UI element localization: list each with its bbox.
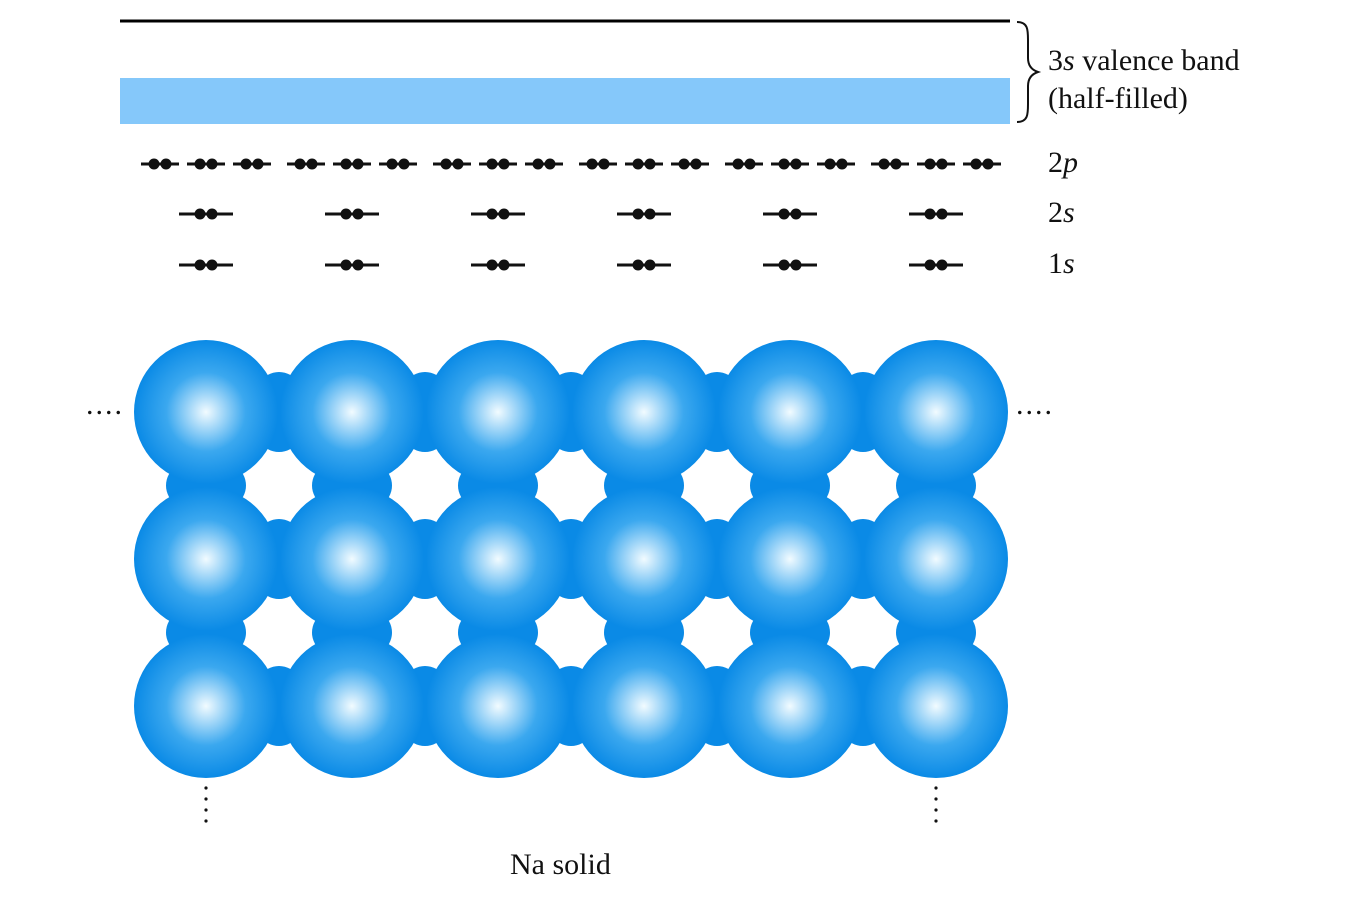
electron-pair-2p — [333, 158, 371, 170]
na-atom — [718, 634, 862, 778]
na-atom — [280, 487, 424, 631]
electron-pair-1s — [909, 259, 963, 271]
electron-pair-2p — [433, 158, 471, 170]
electron-pair-2p — [871, 158, 909, 170]
na-atom — [134, 340, 278, 484]
ellipsis-left: .... — [86, 388, 124, 421]
na-atom — [280, 340, 424, 484]
electron-pair-2p — [817, 158, 855, 170]
band-label-line1: 3s valence band — [1048, 44, 1240, 77]
na-atom — [572, 634, 716, 778]
electron-pair-2s — [909, 208, 963, 220]
na-atom — [134, 634, 278, 778]
electron-pair-2s — [763, 208, 817, 220]
level-label-2s: 2s — [1048, 196, 1075, 229]
electron-pair-2p — [233, 158, 271, 170]
electron-pair-2p — [625, 158, 663, 170]
band-label-line2: (half-filled) — [1048, 82, 1188, 115]
na-atom — [718, 340, 862, 484]
na-atom — [426, 487, 570, 631]
vertical-dots-right — [934, 786, 938, 823]
electron-pair-1s — [325, 259, 379, 271]
caption: Na solid — [510, 848, 611, 881]
electron-pair-2p — [287, 158, 325, 170]
electron-pair-2p — [725, 158, 763, 170]
na-atom — [426, 340, 570, 484]
ellipsis-right: .... — [1016, 388, 1054, 421]
na-atom — [572, 487, 716, 631]
na-atom — [280, 634, 424, 778]
electron-pair-2p — [187, 158, 225, 170]
electron-pair-2p — [671, 158, 709, 170]
band-filled-region — [120, 78, 1010, 124]
na-atom — [864, 634, 1008, 778]
na-atom — [864, 340, 1008, 484]
electron-pair-2s — [471, 208, 525, 220]
energy-levels — [141, 158, 1001, 271]
na-atom — [134, 487, 278, 631]
vertical-dots-left — [204, 786, 208, 823]
na-atom — [572, 340, 716, 484]
electron-pair-2s — [617, 208, 671, 220]
electron-pair-2p — [963, 158, 1001, 170]
electron-pair-2p — [771, 158, 809, 170]
electron-pair-1s — [763, 259, 817, 271]
na-atom — [426, 634, 570, 778]
electron-pair-1s — [471, 259, 525, 271]
band-brace — [1016, 21, 1042, 123]
electron-pair-2s — [179, 208, 233, 220]
electron-pair-1s — [617, 259, 671, 271]
electron-pair-2p — [141, 158, 179, 170]
level-label-2p: 2p — [1048, 146, 1078, 179]
level-label-1s: 1s — [1048, 247, 1075, 280]
na-atom — [718, 487, 862, 631]
electron-pair-2p — [525, 158, 563, 170]
electron-pair-2p — [917, 158, 955, 170]
atom-lattice — [134, 340, 1008, 823]
electron-pair-2s — [325, 208, 379, 220]
electron-pair-1s — [179, 259, 233, 271]
na-atom — [864, 487, 1008, 631]
electron-pair-2p — [479, 158, 517, 170]
electron-pair-2p — [379, 158, 417, 170]
electron-pair-2p — [579, 158, 617, 170]
